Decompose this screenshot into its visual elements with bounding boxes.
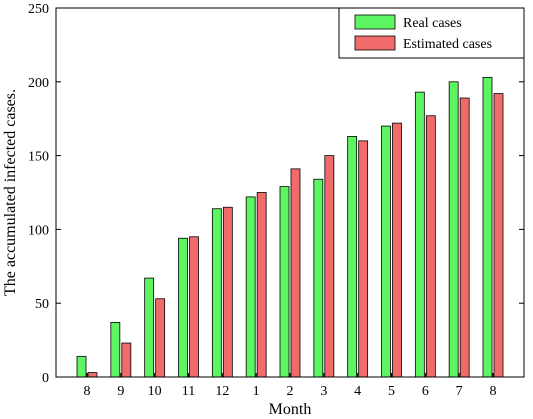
- x-axis: 8 9 10 11 12 1 2 3 4 5 6 7 8: [84, 373, 497, 399]
- bar-estimated-cases: [425, 115, 436, 378]
- y-tick-label: 0: [42, 371, 49, 386]
- x-tick-label: 8: [84, 384, 91, 399]
- y-tick-label: 150: [28, 150, 49, 165]
- x-tick-label: 11: [182, 384, 195, 399]
- x-tick-label: 3: [320, 384, 327, 399]
- y-tick-label: 50: [35, 297, 49, 312]
- bar-real-cases: [279, 186, 290, 378]
- y-axis-label: The accumulated infected cases.: [2, 89, 19, 296]
- legend-label-real-cases: Real cases: [403, 16, 462, 31]
- legend-swatch-real-cases: [354, 14, 396, 30]
- legend-label-estimated-cases: Estimated cases: [403, 37, 492, 52]
- bar-estimated-cases: [358, 140, 369, 378]
- y-tick-label: 200: [28, 76, 49, 91]
- bar-estimated-cases: [324, 155, 335, 378]
- y-axis: 0 50 100 150 200 250: [28, 2, 524, 386]
- x-tick-label: 9: [117, 384, 124, 399]
- bar-real-cases: [211, 208, 222, 378]
- x-tick-label: 8: [490, 384, 497, 399]
- bars-group: [76, 76, 504, 378]
- x-tick-label: 6: [422, 384, 429, 399]
- bar-estimated-cases: [392, 122, 402, 378]
- bar-estimated-cases: [189, 236, 199, 378]
- x-tick-label: 5: [388, 384, 395, 399]
- bar-estimated-cases: [155, 298, 166, 378]
- bar-estimated-cases: [459, 97, 470, 378]
- bar-estimated-cases: [256, 192, 267, 378]
- bar-real-cases: [76, 355, 87, 378]
- bar-estimated-cases: [121, 342, 132, 378]
- bar-real-cases: [381, 125, 391, 378]
- bar-real-cases: [313, 178, 324, 378]
- x-tick-label: 4: [354, 384, 361, 399]
- bar-real-cases: [144, 277, 155, 378]
- bar-estimated-cases: [87, 372, 98, 378]
- bar-estimated-cases: [493, 93, 504, 378]
- bar-real-cases: [245, 196, 256, 378]
- x-tick-label: 12: [215, 384, 229, 399]
- bar-estimated-cases: [222, 206, 233, 378]
- x-tick-label: 10: [148, 384, 162, 399]
- x-tick-label: 1: [253, 384, 260, 399]
- bar-real-cases: [347, 136, 358, 378]
- bar-estimated-cases: [290, 168, 301, 378]
- bar-real-cases: [414, 91, 425, 378]
- x-axis-label: Month: [269, 401, 312, 418]
- bar-real-cases: [110, 321, 121, 378]
- y-tick-label: 100: [28, 223, 49, 238]
- x-tick-label: 2: [287, 384, 294, 399]
- legend: Real cases Estimated cases: [338, 7, 525, 59]
- x-tick-label: 7: [456, 384, 463, 399]
- y-tick-label: 250: [28, 2, 49, 17]
- bar-real-cases: [482, 76, 493, 378]
- legend-swatch-estimated-cases: [354, 35, 396, 51]
- bar-real-cases: [448, 81, 459, 378]
- bar-real-cases: [178, 237, 188, 378]
